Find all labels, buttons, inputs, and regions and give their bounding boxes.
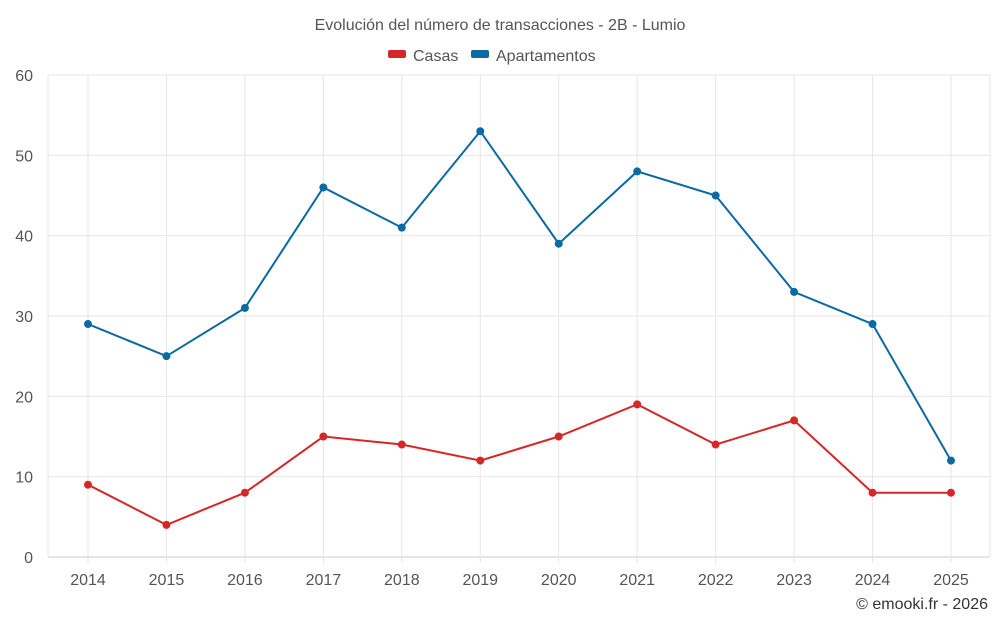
legend: Casas Apartamentos (388, 48, 596, 65)
y-axis: 0 10 20 30 40 50 60 (15, 68, 33, 567)
x-tick-label: 2021 (619, 572, 655, 589)
data-point-casas[interactable] (947, 488, 955, 497)
data-point-casas[interactable] (397, 440, 406, 449)
x-tick-label: 2015 (149, 572, 185, 589)
data-point-apartamentos[interactable] (397, 223, 406, 232)
y-tick-label: 50 (15, 148, 33, 165)
legend-label-apartamentos[interactable]: Apartamentos (496, 48, 596, 65)
x-tick-label: 2016 (227, 572, 263, 589)
data-point-casas[interactable] (790, 416, 799, 425)
data-point-casas[interactable] (240, 488, 249, 497)
data-point-casas[interactable] (319, 432, 328, 441)
y-tick-label: 0 (24, 550, 33, 567)
x-tick-label: 2020 (541, 572, 577, 589)
x-tick-label: 2023 (776, 572, 812, 589)
y-tick-label: 40 (15, 229, 33, 246)
series-line-apartamentos (87, 129, 952, 462)
data-point-apartamentos[interactable] (790, 287, 799, 296)
chart-title: Evolución del número de transacciones - … (315, 17, 686, 34)
data-point-apartamentos[interactable] (476, 127, 485, 136)
series-line-casas (87, 403, 951, 526)
x-tick-label: 2018 (384, 572, 420, 589)
data-point-apartamentos[interactable] (633, 167, 642, 176)
series-group (84, 127, 955, 529)
data-point-apartamentos[interactable] (554, 239, 563, 248)
data-point-casas[interactable] (633, 400, 642, 409)
y-tick-label: 20 (15, 389, 33, 406)
data-point-casas[interactable] (554, 432, 563, 441)
x-tick-label: 2024 (855, 572, 891, 589)
data-point-casas[interactable] (476, 456, 485, 465)
y-tick-label: 60 (15, 68, 33, 85)
data-point-apartamentos[interactable] (868, 320, 877, 329)
data-point-casas[interactable] (711, 440, 720, 449)
x-tick-label: 2022 (698, 572, 734, 589)
data-point-apartamentos[interactable] (319, 183, 328, 192)
data-point-apartamentos[interactable] (162, 352, 171, 361)
grid (47, 74, 991, 563)
x-tick-label: 2014 (70, 572, 106, 589)
x-tick-label: 2025 (933, 572, 969, 589)
data-point-casas[interactable] (162, 520, 171, 529)
x-tick-label: 2019 (462, 572, 498, 589)
x-axis: 2014 2015 2016 2017 2018 2019 2020 2021 2022 2023… (70, 572, 969, 589)
data-point-apartamentos[interactable] (84, 320, 92, 329)
data-point-apartamentos[interactable] (711, 191, 720, 200)
y-tick-label: 30 (15, 309, 33, 326)
data-point-apartamentos[interactable] (240, 303, 249, 312)
copyright-text: © emooki.fr - 2026 (856, 596, 988, 613)
data-point-casas[interactable] (84, 480, 92, 489)
data-point-casas[interactable] (868, 488, 877, 497)
x-tick-label: 2017 (306, 572, 342, 589)
y-tick-label: 10 (15, 470, 33, 487)
data-point-apartamentos[interactable] (947, 456, 955, 465)
legend-swatch-casas (388, 50, 406, 58)
legend-swatch-apartamentos (471, 50, 489, 58)
legend-label-casas[interactable]: Casas (413, 48, 458, 65)
